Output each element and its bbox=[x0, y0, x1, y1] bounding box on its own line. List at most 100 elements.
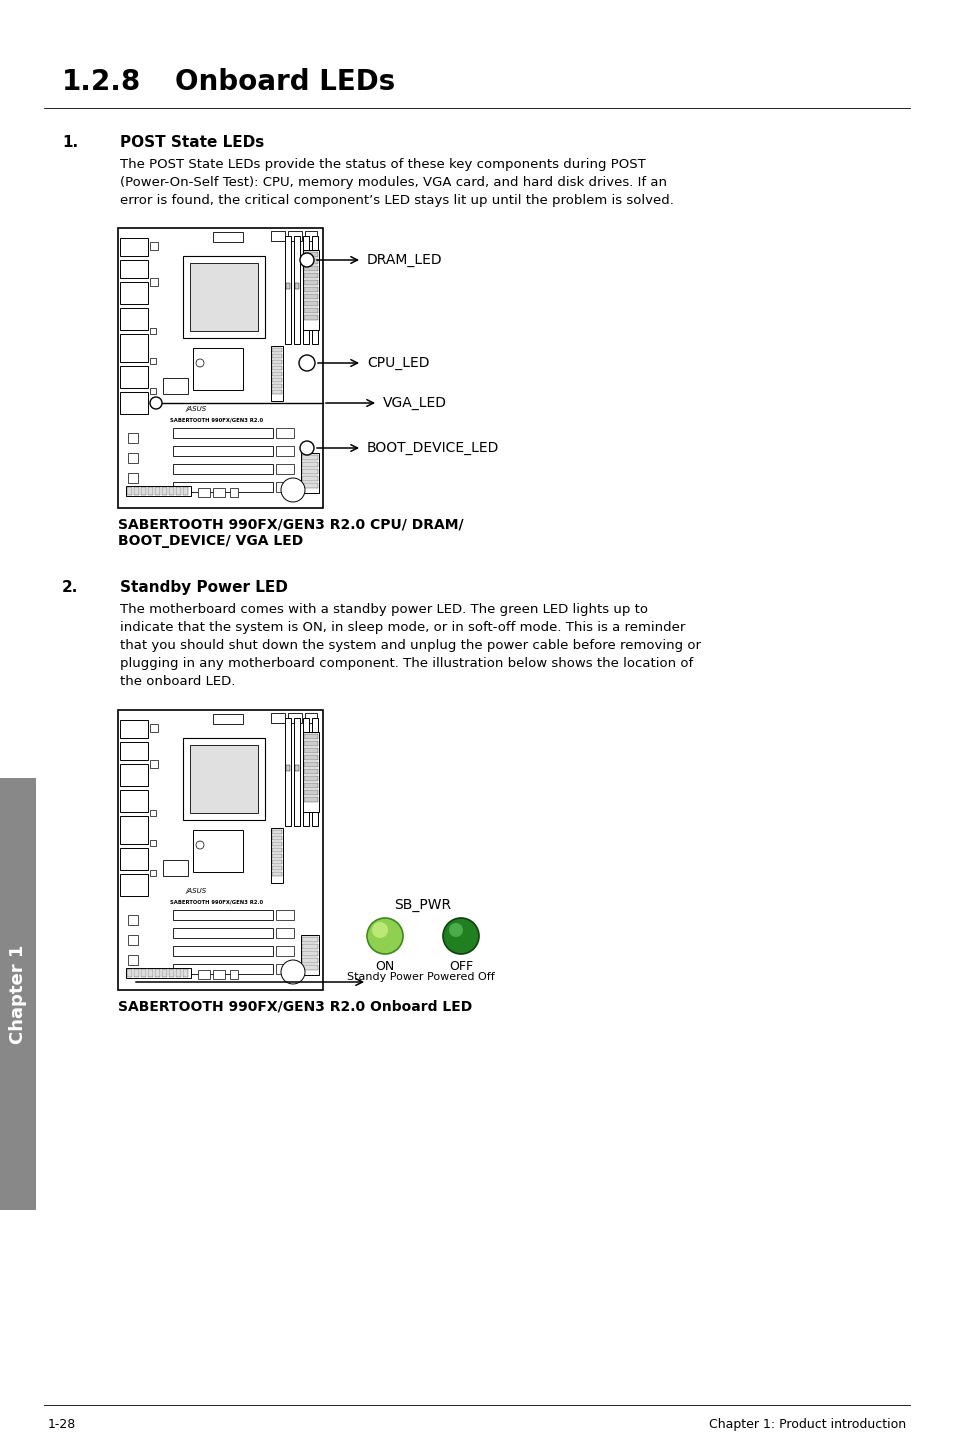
Text: 1-28: 1-28 bbox=[48, 1418, 76, 1431]
Bar bbox=[272, 372, 282, 375]
Bar bbox=[213, 715, 243, 723]
Bar bbox=[271, 232, 285, 242]
Bar bbox=[128, 473, 138, 483]
Text: indicate that the system is ON, in sleep mode, or in soft-off mode. This is a re: indicate that the system is ON, in sleep… bbox=[120, 621, 684, 634]
Bar bbox=[154, 487, 160, 495]
Bar bbox=[304, 741, 317, 746]
Bar bbox=[120, 393, 148, 414]
Bar bbox=[304, 259, 317, 265]
Bar bbox=[120, 764, 148, 787]
Bar bbox=[162, 487, 167, 495]
Text: POST State LEDs: POST State LEDs bbox=[120, 135, 264, 150]
Bar bbox=[304, 293, 317, 299]
Bar bbox=[148, 969, 152, 976]
Bar bbox=[272, 384, 282, 388]
Bar bbox=[275, 946, 294, 956]
Bar bbox=[304, 308, 317, 313]
Text: (Power-On-Self Test): CPU, memory modules, VGA card, and hard disk drives. If an: (Power-On-Self Test): CPU, memory module… bbox=[120, 175, 666, 188]
Bar bbox=[172, 963, 273, 974]
Bar bbox=[294, 283, 298, 289]
Bar bbox=[275, 429, 294, 439]
Bar bbox=[120, 334, 148, 362]
Bar bbox=[272, 860, 282, 864]
Bar bbox=[304, 797, 317, 802]
Bar bbox=[301, 935, 318, 975]
Bar bbox=[141, 969, 146, 976]
Bar bbox=[285, 718, 291, 825]
Bar bbox=[120, 720, 148, 738]
Bar bbox=[120, 874, 148, 896]
Bar bbox=[213, 971, 225, 979]
Text: BOOT_DEVICE/ VGA LED: BOOT_DEVICE/ VGA LED bbox=[118, 533, 303, 548]
Bar bbox=[304, 762, 317, 766]
Bar bbox=[230, 971, 237, 979]
Bar bbox=[288, 232, 302, 242]
Bar bbox=[150, 328, 156, 334]
Bar bbox=[172, 910, 273, 920]
Bar bbox=[172, 464, 273, 475]
Bar bbox=[303, 250, 318, 329]
Bar bbox=[304, 252, 317, 257]
Bar bbox=[304, 765, 308, 771]
Text: Onboard LEDs: Onboard LEDs bbox=[174, 68, 395, 96]
Bar bbox=[193, 830, 243, 871]
Text: SABERTOOTH 990FX/GEN3 R2.0: SABERTOOTH 990FX/GEN3 R2.0 bbox=[170, 899, 263, 905]
Bar bbox=[302, 938, 317, 942]
Bar bbox=[172, 946, 273, 956]
Bar bbox=[198, 971, 210, 979]
Bar bbox=[272, 866, 282, 870]
Bar bbox=[302, 476, 317, 480]
Bar bbox=[302, 483, 317, 487]
Text: /ASUS: /ASUS bbox=[186, 406, 207, 413]
Text: The motherboard comes with a standby power LED. The green LED lights up to: The motherboard comes with a standby pow… bbox=[120, 603, 647, 615]
Text: that you should shut down the system and unplug the power cable before removing : that you should shut down the system and… bbox=[120, 638, 700, 651]
Bar bbox=[126, 486, 191, 496]
Text: CPU_LED: CPU_LED bbox=[367, 357, 429, 370]
Bar bbox=[302, 454, 317, 460]
Bar bbox=[302, 462, 317, 467]
Bar bbox=[305, 232, 316, 242]
Bar bbox=[162, 969, 167, 976]
Circle shape bbox=[281, 961, 305, 984]
Bar bbox=[275, 464, 294, 475]
Bar bbox=[304, 301, 317, 306]
Bar bbox=[272, 871, 282, 876]
Bar bbox=[304, 266, 317, 270]
Bar bbox=[150, 810, 156, 815]
Circle shape bbox=[299, 253, 314, 267]
Bar bbox=[150, 242, 158, 250]
Bar bbox=[312, 718, 317, 825]
Bar bbox=[126, 968, 191, 978]
Bar bbox=[190, 745, 257, 812]
Bar bbox=[302, 943, 317, 949]
Bar bbox=[118, 710, 323, 989]
Bar bbox=[172, 429, 273, 439]
Bar bbox=[127, 487, 132, 495]
Bar bbox=[120, 742, 148, 761]
Circle shape bbox=[372, 922, 388, 938]
Circle shape bbox=[195, 841, 204, 848]
Bar bbox=[304, 789, 317, 795]
Bar bbox=[120, 260, 148, 278]
Bar bbox=[272, 830, 282, 834]
Bar bbox=[230, 487, 237, 498]
Bar bbox=[285, 236, 291, 344]
Bar bbox=[271, 347, 283, 401]
Bar bbox=[303, 732, 318, 812]
Bar bbox=[305, 713, 316, 723]
Bar bbox=[275, 928, 294, 938]
Bar bbox=[120, 789, 148, 812]
Bar bbox=[172, 928, 273, 938]
Bar bbox=[304, 777, 317, 781]
Bar bbox=[272, 843, 282, 846]
Bar bbox=[272, 354, 282, 358]
Bar bbox=[294, 765, 298, 771]
Bar bbox=[304, 733, 317, 739]
Bar bbox=[312, 236, 317, 344]
Bar bbox=[304, 748, 317, 754]
Circle shape bbox=[442, 917, 478, 953]
Bar bbox=[286, 765, 290, 771]
Bar bbox=[304, 315, 317, 321]
Bar bbox=[272, 848, 282, 851]
Bar bbox=[302, 951, 317, 956]
